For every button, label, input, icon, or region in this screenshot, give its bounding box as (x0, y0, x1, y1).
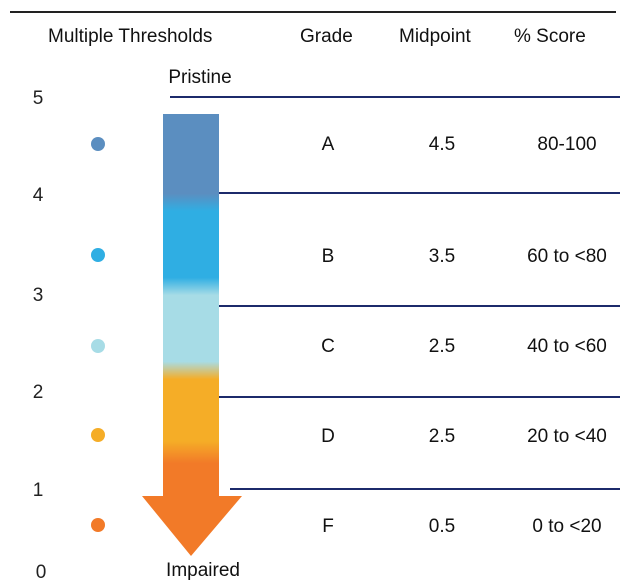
y-label-5: 5 (32, 88, 44, 109)
grade-b: B (321, 246, 335, 267)
y-label-0: 0 (35, 562, 47, 583)
y-label-4: 4 (32, 185, 44, 206)
threshold-line-ab (218, 192, 620, 194)
threshold-line-cd (218, 396, 620, 398)
midpoint-a: 4.5 (428, 134, 456, 155)
score-a: 80-100 (537, 134, 597, 155)
midpoint-d: 2.5 (428, 426, 456, 447)
y-label-1: 1 (32, 480, 44, 501)
header-grade: Grade (300, 26, 353, 47)
pristine-label: Pristine (168, 67, 232, 88)
gradient-arrow-icon (142, 114, 242, 556)
top-rule (10, 11, 616, 13)
score-c: 40 to <60 (527, 336, 607, 357)
dot-grade-b (91, 248, 105, 262)
threshold-line-top (170, 96, 620, 98)
grade-f: F (322, 516, 334, 537)
dot-grade-a (91, 137, 105, 151)
threshold-line-bc (218, 305, 620, 307)
grade-c: C (321, 336, 335, 357)
y-label-2: 2 (32, 382, 44, 403)
midpoint-f: 0.5 (428, 516, 456, 537)
dot-grade-f (91, 518, 105, 532)
score-f: 0 to <20 (532, 516, 602, 537)
midpoint-c: 2.5 (428, 336, 456, 357)
score-d: 20 to <40 (527, 426, 607, 447)
grade-a: A (321, 134, 335, 155)
grade-d: D (321, 426, 335, 447)
dot-grade-c (91, 339, 105, 353)
impaired-label: Impaired (166, 560, 240, 581)
midpoint-b: 3.5 (428, 246, 456, 267)
score-b: 60 to <80 (527, 246, 607, 267)
header-midpoint: Midpoint (399, 26, 471, 47)
header-multiple-thresholds: Multiple Thresholds (48, 26, 213, 47)
threshold-line-df (230, 488, 620, 490)
y-label-3: 3 (32, 285, 44, 306)
dot-grade-d (91, 428, 105, 442)
header-score: % Score (514, 26, 586, 47)
